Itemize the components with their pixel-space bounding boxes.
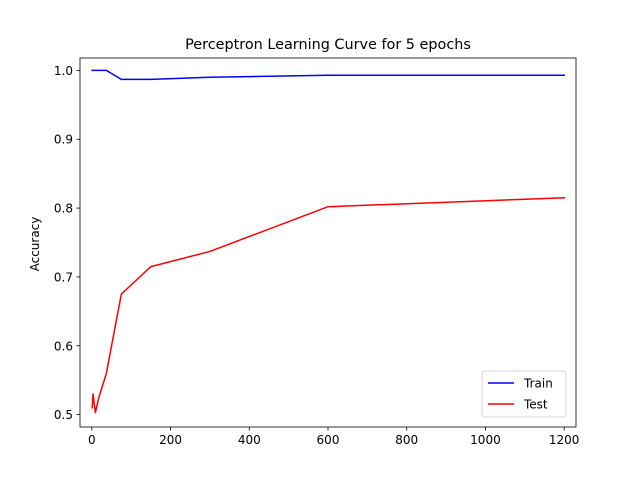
x-tick-label: 1200 [549,433,580,447]
x-tick-label: 200 [159,433,182,447]
y-tick-label: 0.5 [54,408,73,422]
y-tick-label: 0.9 [54,133,73,147]
x-tick-label: 0 [88,433,96,447]
y-tick-label: 0.6 [54,339,73,353]
x-tick-label: 400 [238,433,261,447]
y-tick-label: 1.0 [54,64,73,78]
x-tick-label: 800 [395,433,418,447]
series-line-test [91,196,565,414]
plot-area: 0 200 400 600 800 1000 1200 0.5 0.6 0.7 0.8 0.9 1.0 T… [54,57,580,447]
y-tick-label: 0.7 [54,270,73,284]
x-tick-label: 600 [317,433,340,447]
legend-label-train: Train [523,377,553,391]
y-axis-label: Accuracy [28,217,42,272]
legend-label-test: Test [523,398,548,412]
series-line-train [91,69,565,81]
y-tick-label: 0.8 [54,202,73,216]
x-tick-label: 1000 [470,433,501,447]
chart-title: Perceptron Learning Curve for 5 epochs [185,37,471,53]
